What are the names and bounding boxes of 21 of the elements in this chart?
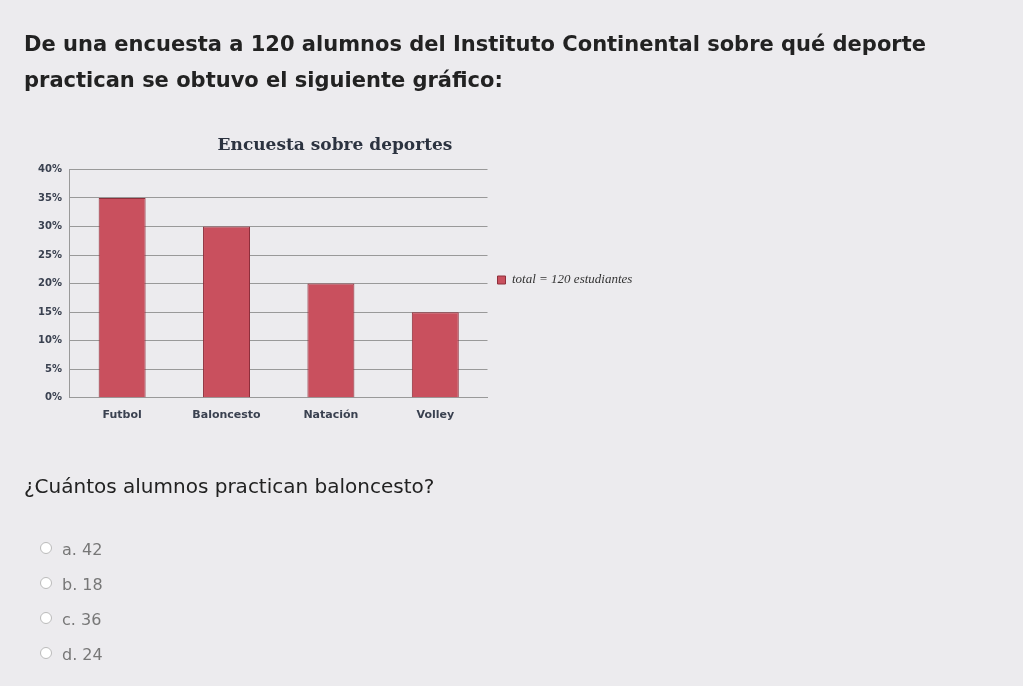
x-tick-label: Natación xyxy=(303,408,359,422)
y-tick-label: 0% xyxy=(44,391,62,403)
y-tick-label: 20% xyxy=(38,277,62,289)
y-tick-label: 10% xyxy=(38,334,62,346)
text: b. 18 xyxy=(62,575,103,596)
x-tick-label: Volley xyxy=(416,408,455,422)
y-tick-label: 35% xyxy=(38,191,62,203)
text: ¿Cuántos alumnos practican baloncesto? xyxy=(24,474,435,498)
y-tick-label: 15% xyxy=(38,305,62,317)
y-tick-label: 25% xyxy=(38,248,62,260)
x-tick-label: Futbol xyxy=(102,408,142,422)
text: d. 24 xyxy=(62,645,103,666)
x-tick-label: Baloncesto xyxy=(192,408,262,422)
text: De una encuesta a 120 alumnos del Instituto Continental sobre qué deporte practican se obtuvo el siguiente gráfico: xyxy=(24,31,927,94)
y-tick-label: 5% xyxy=(44,362,62,374)
text: c. 36 xyxy=(62,610,103,631)
y-tick-label: 30% xyxy=(38,220,62,232)
legend-label: total = 120 estudiantes xyxy=(512,271,633,287)
y-tick-label: 40% xyxy=(38,162,62,174)
chart-title: Encuesta sobre deportes xyxy=(217,133,453,154)
text: a. 42 xyxy=(62,540,103,561)
